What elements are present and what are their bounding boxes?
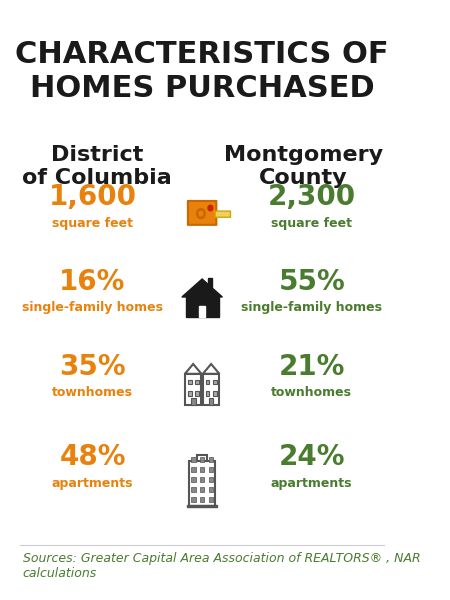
Circle shape xyxy=(197,209,205,218)
Text: square feet: square feet xyxy=(271,217,352,229)
Text: Sources: Greater Capital Area Association of REALTORS® , NAR
calculations: Sources: Greater Capital Area Associatio… xyxy=(22,552,420,580)
Bar xyxy=(195,380,198,385)
Bar xyxy=(200,477,204,482)
Bar xyxy=(187,505,217,507)
Text: apartments: apartments xyxy=(52,476,133,490)
Text: CHARACTERISTICS OF
HOMES PURCHASED: CHARACTERISTICS OF HOMES PURCHASED xyxy=(15,40,389,103)
Bar xyxy=(195,391,198,395)
Bar xyxy=(203,374,219,404)
Text: 16%: 16% xyxy=(59,268,126,296)
Text: single-family homes: single-family homes xyxy=(241,301,382,314)
Circle shape xyxy=(199,211,203,216)
Bar xyxy=(191,487,195,492)
Text: 35%: 35% xyxy=(59,353,126,381)
Text: apartments: apartments xyxy=(271,476,352,490)
Bar xyxy=(209,487,213,492)
FancyBboxPatch shape xyxy=(188,201,216,225)
Text: 24%: 24% xyxy=(279,443,345,471)
Bar xyxy=(191,398,195,404)
Bar xyxy=(209,477,213,482)
Text: townhomes: townhomes xyxy=(271,386,352,400)
Bar xyxy=(199,306,205,317)
Bar xyxy=(198,455,207,461)
Bar xyxy=(189,461,215,506)
Polygon shape xyxy=(203,364,219,374)
Text: 1,600: 1,600 xyxy=(49,183,136,211)
Circle shape xyxy=(208,205,213,211)
Text: Montgomery
County: Montgomery County xyxy=(224,145,383,188)
Bar xyxy=(200,457,204,463)
Bar xyxy=(209,398,213,404)
Text: 48%: 48% xyxy=(59,443,126,471)
Polygon shape xyxy=(186,297,219,317)
Polygon shape xyxy=(182,279,222,297)
Bar xyxy=(200,487,204,492)
Bar xyxy=(191,477,195,482)
Bar xyxy=(191,497,195,502)
FancyBboxPatch shape xyxy=(215,211,230,217)
Text: square feet: square feet xyxy=(52,217,133,229)
Text: single-family homes: single-family homes xyxy=(22,301,163,314)
Bar xyxy=(185,374,202,404)
Bar xyxy=(206,380,209,385)
Bar xyxy=(209,497,213,502)
Text: 2,300: 2,300 xyxy=(268,183,356,211)
Text: District
of Columbia: District of Columbia xyxy=(22,145,171,188)
Bar xyxy=(191,467,195,472)
Bar xyxy=(206,391,209,395)
Text: 55%: 55% xyxy=(279,268,345,296)
Bar xyxy=(213,380,216,385)
Bar xyxy=(209,457,213,463)
Bar xyxy=(208,277,212,286)
Bar xyxy=(188,391,192,395)
Text: townhomes: townhomes xyxy=(52,386,133,400)
Text: 21%: 21% xyxy=(279,353,345,381)
Bar xyxy=(200,497,204,502)
Bar xyxy=(213,391,216,395)
Polygon shape xyxy=(185,364,202,374)
Bar xyxy=(191,457,195,463)
Bar xyxy=(209,467,213,472)
Bar xyxy=(200,467,204,472)
Bar xyxy=(188,380,192,385)
